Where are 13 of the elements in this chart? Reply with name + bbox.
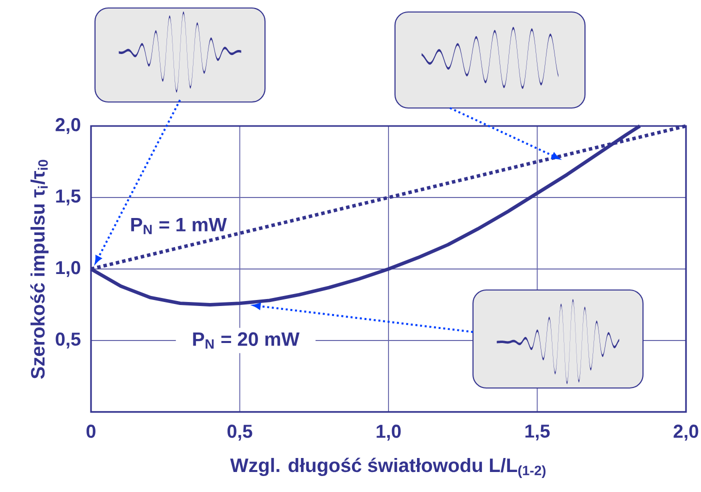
y-axis-title: Szerokość impulsu τ$_{i}$/τ$_{i0}$ [30,160,49,379]
x-tick-label: 1,5 [525,424,550,440]
x-tick-label: 0 [86,424,96,438]
x-tick-label: 0,5 [228,424,252,441]
y-tick-label: 1,0 [56,261,80,277]
x-tick-label: 2,0 [674,424,698,441]
series-label: P$_{N}$ = 1 mW [131,218,227,234]
x-axis-title: Wzgl. długość światłowodu L/L$_{(1-2)}$ [230,458,546,478]
x-tick-label: 1,0 [376,424,401,441]
y-tick-label: 0,5 [56,332,80,348]
y-tick-label: 2,0 [56,118,80,134]
series-label: P$_{N}$ = 20 mW [193,332,300,349]
y-tick-label: 1,5 [56,190,80,206]
